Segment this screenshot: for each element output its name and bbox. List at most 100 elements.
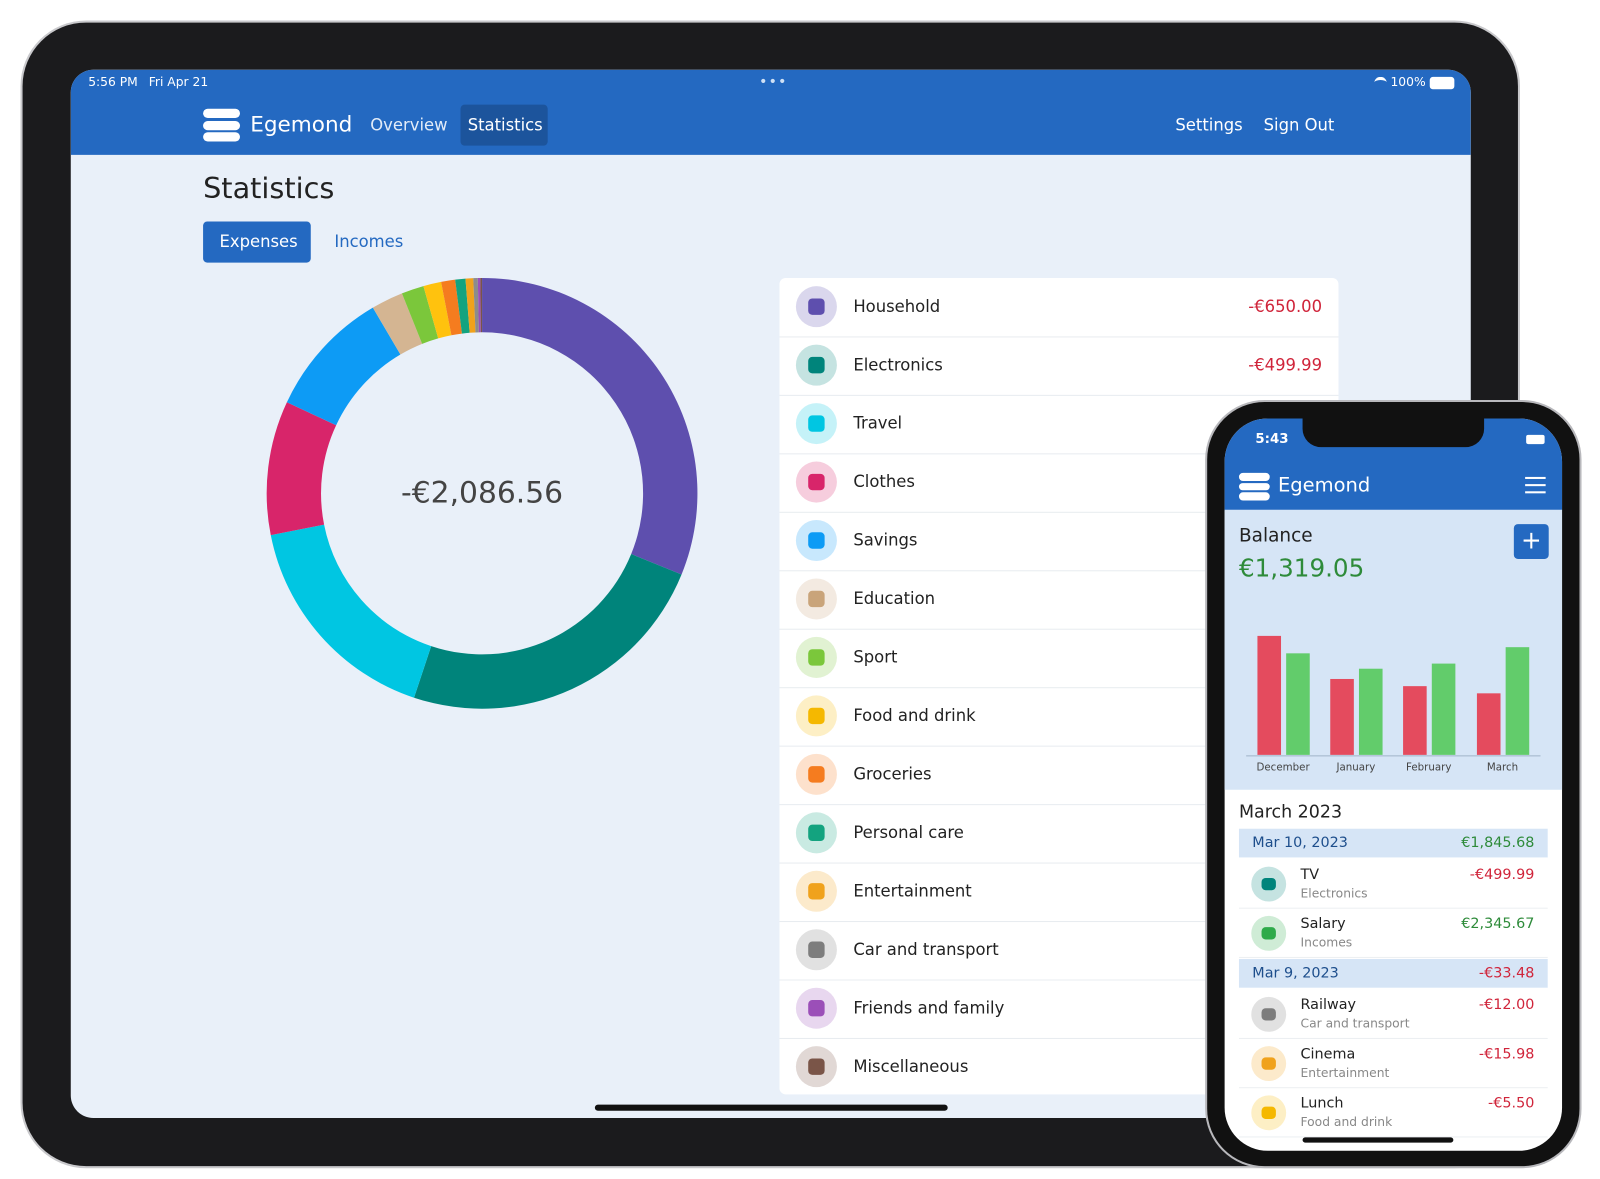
- add-button[interactable]: +: [1513, 524, 1549, 559]
- x-tick-label: January: [1336, 761, 1376, 773]
- category-row[interactable]: [779, 804, 1339, 862]
- transaction-amount: €2,345.67: [1461, 915, 1535, 932]
- donut-segment: [414, 554, 682, 709]
- icon-glyph: [807, 883, 826, 900]
- donut-segment: [465, 278, 476, 333]
- phone-notch: [1302, 418, 1485, 448]
- nav-bar: [70, 69, 1471, 155]
- brand-icon: [1238, 482, 1270, 491]
- day-header: [1238, 828, 1548, 858]
- category-name: Travel: [853, 413, 903, 433]
- icon-glyph: [807, 591, 826, 607]
- icon-glyph: [807, 357, 826, 373]
- category-name: Car and transport: [853, 939, 999, 959]
- transaction-amount: -€12.00: [1478, 996, 1535, 1013]
- donut-segment: [473, 277, 479, 333]
- bar: [1358, 668, 1383, 755]
- category-name: Food and drink: [853, 705, 976, 726]
- brand-icon: [203, 120, 240, 131]
- tab-active[interactable]: [203, 221, 311, 263]
- transaction-amount: -€15.98: [1478, 1045, 1535, 1063]
- day-total: €1,845.68: [1461, 834, 1535, 851]
- transaction-category: Car and transport: [1300, 1016, 1410, 1031]
- transaction-row[interactable]: [1238, 909, 1548, 958]
- bar: [1330, 678, 1354, 755]
- multitask-dots: •••: [758, 73, 788, 91]
- transaction-amount: -€499.99: [1469, 866, 1535, 883]
- donut-segment: [423, 281, 452, 339]
- category-name: Personal care: [853, 822, 964, 843]
- category-name: Electronics: [853, 354, 943, 375]
- bar: [1257, 635, 1282, 755]
- menu-icon[interactable]: [1525, 491, 1546, 494]
- donut-segment: [372, 293, 423, 355]
- category-row[interactable]: [779, 687, 1339, 745]
- icon-glyph: [807, 1000, 826, 1016]
- icon-glyph: [807, 532, 826, 549]
- category-row[interactable]: [779, 1037, 1339, 1096]
- icon-glyph: [1261, 1056, 1277, 1071]
- x-tick-label: December: [1256, 761, 1310, 773]
- category-row[interactable]: [779, 921, 1339, 979]
- nav-link[interactable]: Sign Out: [1263, 114, 1335, 135]
- category-row[interactable]: [779, 511, 1339, 570]
- transaction-row[interactable]: [1238, 859, 1548, 909]
- transaction-title: Lunch: [1300, 1094, 1344, 1112]
- transaction-title: Salary: [1300, 915, 1346, 932]
- icon-glyph: [1261, 877, 1277, 891]
- nav-link[interactable]: Overview: [370, 114, 448, 135]
- transaction-title: TV: [1300, 866, 1320, 883]
- transaction-row[interactable]: [1238, 1088, 1548, 1138]
- icon-glyph: [807, 825, 826, 841]
- bar: [1286, 653, 1310, 755]
- status-time: 5:43: [1255, 432, 1289, 448]
- category-row[interactable]: [779, 394, 1339, 453]
- tab[interactable]: Expenses: [219, 231, 298, 252]
- donut-segment: [441, 279, 462, 336]
- tab[interactable]: Incomes: [334, 231, 404, 252]
- transaction-category: Entertainment: [1300, 1065, 1390, 1080]
- icon-glyph: [1261, 1007, 1277, 1021]
- day-date: Mar 9, 2023: [1252, 964, 1339, 982]
- category-name: Friends and family: [853, 997, 1005, 1018]
- bar: [1403, 686, 1427, 755]
- category-row[interactable]: [779, 336, 1339, 394]
- brand-icon: [203, 108, 240, 119]
- category-row[interactable]: [779, 453, 1339, 511]
- donut-total: -€2,086.56: [400, 475, 564, 510]
- brand-icon: [1238, 472, 1270, 481]
- menu-icon[interactable]: [1525, 476, 1546, 479]
- nav-link[interactable]: Statistics: [467, 114, 543, 135]
- category-name: Entertainment: [853, 881, 972, 901]
- home-indicator: [1302, 1137, 1454, 1143]
- transaction-title: Railway: [1300, 996, 1356, 1013]
- balance-value: €1,319.05: [1238, 553, 1365, 583]
- menu-icon[interactable]: [1525, 484, 1546, 487]
- transaction-row[interactable]: [1238, 1039, 1548, 1089]
- transaction-row[interactable]: [1238, 990, 1548, 1039]
- category-amount: -€650.00: [1248, 296, 1323, 316]
- day-header: [1238, 958, 1548, 988]
- day-date: Mar 10, 2023: [1252, 834, 1348, 851]
- category-row[interactable]: [779, 979, 1339, 1037]
- category-name: Miscellaneous: [853, 1056, 969, 1076]
- battery-icon: [1429, 76, 1455, 90]
- category-row[interactable]: [779, 745, 1339, 804]
- category-row[interactable]: [779, 628, 1339, 687]
- transaction-category: Electronics: [1300, 886, 1368, 901]
- status-time: 5:56 PM: [88, 74, 138, 90]
- bar: [1476, 693, 1501, 755]
- category-name: Sport: [853, 647, 898, 667]
- nav-link[interactable]: Settings: [1175, 114, 1243, 135]
- category-row[interactable]: [779, 570, 1339, 628]
- category-row[interactable]: [779, 862, 1339, 921]
- category-name: Groceries: [853, 764, 932, 784]
- category-name: Education: [853, 588, 936, 609]
- icon-glyph: [807, 1058, 826, 1075]
- brand-icon: [1238, 492, 1270, 501]
- category-name: Clothes: [853, 471, 915, 492]
- status-date: Fri Apr 21: [148, 74, 209, 90]
